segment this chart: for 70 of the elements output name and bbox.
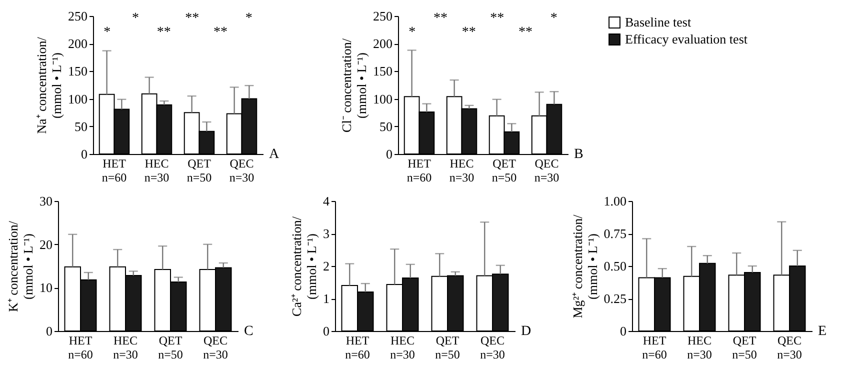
annotation: * (408, 25, 416, 40)
x-tick-label: HEC n=30 (449, 156, 474, 184)
annotation: * (104, 25, 111, 40)
y-axis-title: Na⁺ concentration/ (mmol • L⁻¹) (34, 36, 64, 134)
x-tick-label: QET n=50 (186, 156, 212, 184)
y-tick-label: 150 (68, 64, 88, 79)
y-tick-label: 20 (40, 236, 52, 252)
y-tick-label: 200 (373, 36, 392, 52)
x-tick-label: QEC n=30 (229, 156, 254, 184)
y-tick-label: 250 (373, 8, 392, 24)
text: B (574, 147, 584, 162)
annotation: ** (434, 11, 448, 26)
y-tick-label: 0 (46, 324, 52, 338)
y-tick-label: 4 (323, 194, 330, 208)
y-tick-label: 100 (68, 91, 88, 106)
y-axis-title: K⁺ concentration/ (mmol • L⁻¹) (6, 220, 36, 312)
y-tick-label: 0.50 (604, 258, 626, 274)
x-tick-label: QEC n=30 (480, 334, 505, 362)
y-tick-label: 30 (40, 194, 52, 208)
annotation: * (132, 11, 139, 26)
x-tick-label: HEC n=30 (144, 156, 170, 184)
x-tick-label: HET n=60 (68, 334, 93, 362)
y-tick-label: 250 (68, 8, 88, 24)
y-tick-label: 0.75 (604, 226, 626, 241)
y-tick-label: 1.00 (604, 194, 626, 208)
y-tick-label: 50 (380, 118, 392, 134)
y-tick-label: 150 (373, 64, 392, 79)
annotation: ** (156, 25, 171, 40)
annotation: ** (185, 11, 200, 26)
annotation: * (245, 11, 252, 26)
annotation: ** (518, 25, 532, 40)
y-tick-label: 0.25 (604, 291, 626, 306)
y-tick-label: 50 (74, 118, 88, 134)
x-tick-label: HEC n=30 (390, 334, 415, 362)
legend-label: Efficacy evaluation test (625, 32, 748, 46)
x-tick-label: HET n=60 (345, 334, 370, 362)
x-tick-label: QET n=50 (732, 334, 757, 362)
annotation: ** (462, 25, 476, 40)
y-tick-label: 0 (386, 146, 392, 162)
x-tick-label: QET n=50 (435, 334, 460, 362)
legend-label: Baseline test (625, 14, 692, 30)
annotation: ** (214, 25, 228, 40)
x-tick-label: QET n=50 (492, 156, 517, 184)
y-axis-title: Cl⁻ concentration/ (mmol • L⁻¹) (339, 38, 369, 132)
y-tick-label: 0 (81, 146, 88, 162)
x-tick-label: QEC n=30 (534, 156, 560, 184)
y-tick-label: 200 (68, 36, 88, 52)
text: A (269, 147, 280, 162)
x-tick-label: HET n=60 (406, 156, 432, 184)
text: D (521, 324, 532, 339)
y-tick-label: 0 (323, 324, 330, 338)
x-tick-label: HEC n=30 (687, 334, 712, 362)
y-axis-title: Mg²⁺ concentration/ (mmol • L⁻¹) (570, 214, 600, 318)
y-tick-label: 3 (323, 226, 330, 241)
x-tick-label: QET n=50 (158, 334, 183, 362)
x-tick-label: HET n=60 (102, 156, 127, 184)
annotation: ** (490, 11, 504, 26)
y-tick-label: 100 (373, 91, 392, 106)
y-tick-label: 1 (323, 291, 330, 306)
x-tick-label: HET n=60 (642, 334, 667, 362)
x-tick-label: HEC n=30 (113, 334, 138, 362)
x-tick-label: QEC n=30 (203, 334, 228, 362)
y-axis-title: Ca²⁺ concentration/ (mmol • L⁻¹) (289, 216, 319, 316)
y-tick-label: 10 (40, 280, 52, 296)
text: E (818, 324, 827, 339)
y-tick-label: 0 (620, 324, 626, 338)
y-tick-label: 2 (323, 258, 330, 274)
text: C (244, 324, 254, 339)
x-tick-label: QEC n=30 (777, 334, 802, 362)
annotation: * (550, 11, 558, 26)
